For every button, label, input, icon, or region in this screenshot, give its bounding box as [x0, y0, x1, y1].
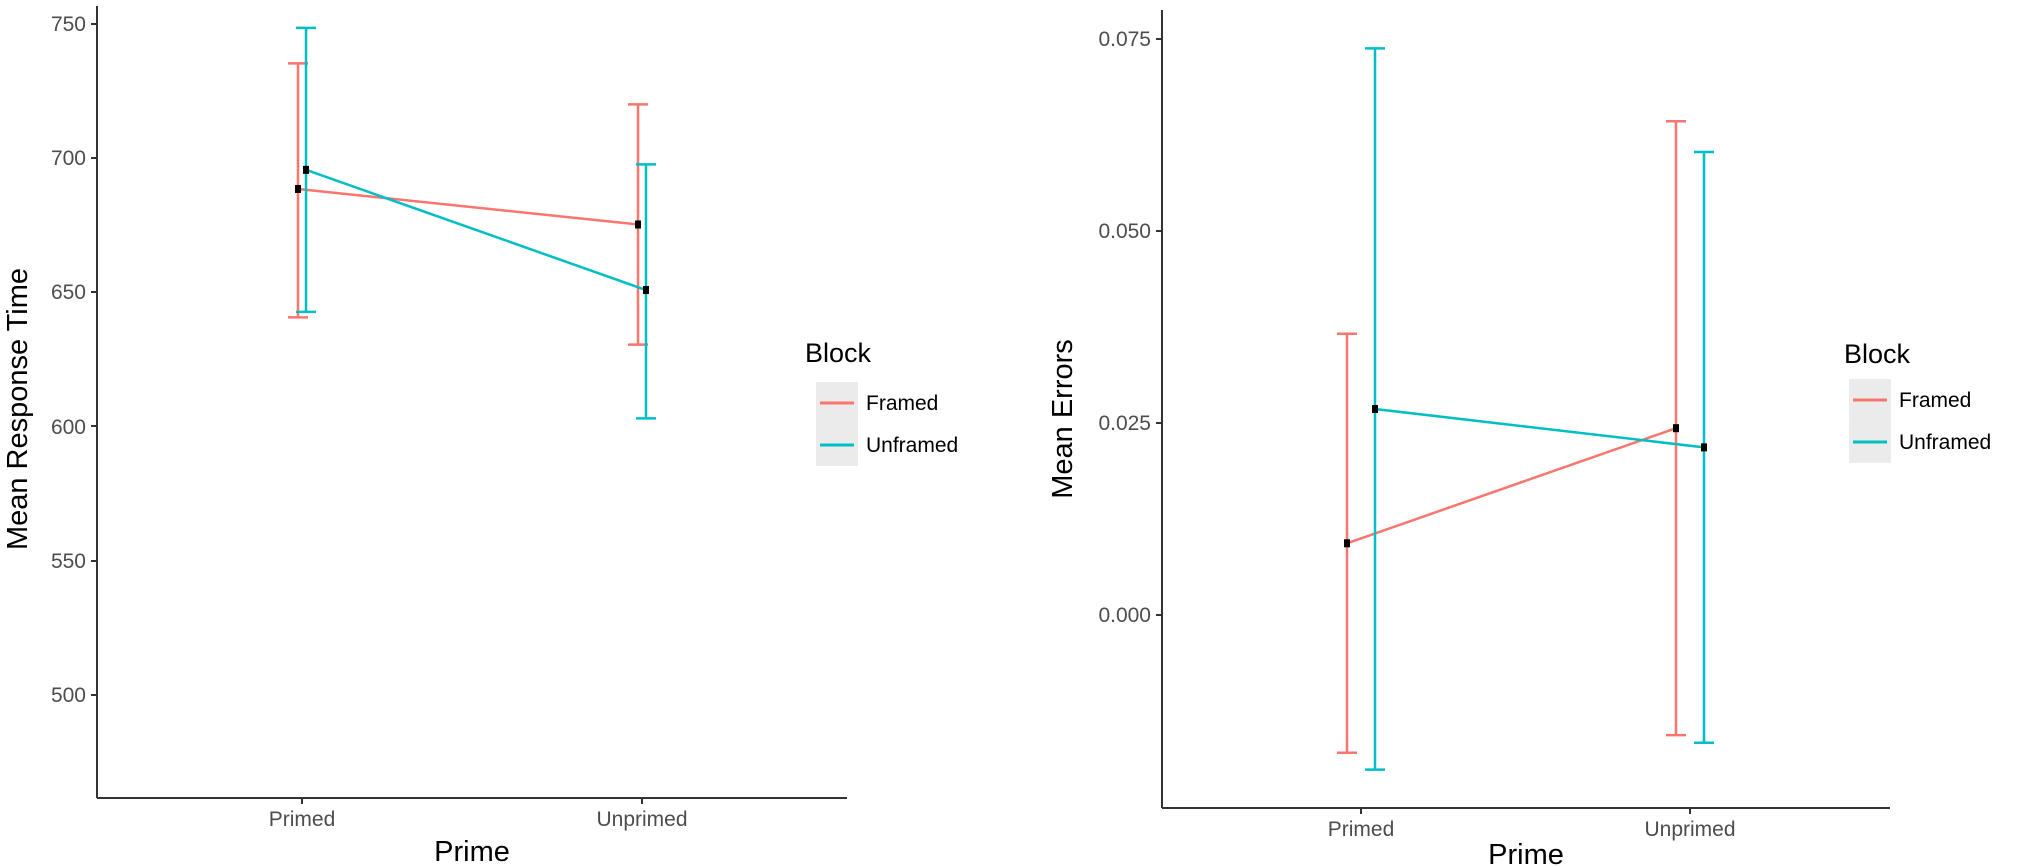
legend-label-framed: Framed — [1899, 389, 1971, 412]
y-tick-label: 600 — [51, 416, 86, 439]
legend-label-unframed: Unframed — [866, 434, 958, 457]
legend-label-framed: Framed — [866, 392, 938, 415]
data-point-unframed — [1701, 443, 1707, 452]
x-tick-label: Unprimed — [596, 808, 687, 831]
panel-response-time: 500 550 600 650 700 750 Primed Unprimed … — [2, 6, 958, 867]
plot-marks — [288, 26, 656, 420]
y-tick-label: 750 — [51, 13, 86, 36]
data-point-unframed — [1372, 405, 1378, 413]
panel-errors: 0.000 0.025 0.050 0.075 Primed Unprimed … — [1047, 10, 1991, 867]
x-ticks: Primed Unprimed — [1328, 808, 1736, 841]
data-point-framed — [295, 184, 301, 193]
data-point-unframed — [643, 286, 649, 295]
plot-marks — [1337, 47, 1714, 771]
y-tick-label: 650 — [51, 281, 86, 304]
y-tick-label: 700 — [51, 147, 86, 170]
legend-title: Block — [1844, 339, 1911, 369]
data-point-unframed — [303, 165, 309, 174]
legend-label-unframed: Unframed — [1899, 431, 1991, 454]
legend-title: Block — [805, 338, 872, 368]
x-tick-label: Primed — [269, 808, 336, 831]
x-tick-label: Primed — [1328, 818, 1395, 841]
y-tick-label: 0.075 — [1098, 28, 1151, 51]
series-line-unframed — [1374, 407, 1705, 449]
series-line-framed — [297, 187, 639, 226]
y-tick-label: 0.025 — [1098, 412, 1151, 435]
series-line-unframed — [305, 168, 647, 292]
y-axis-title: Mean Errors — [1047, 339, 1079, 499]
x-axis-title: Prime — [434, 836, 510, 867]
x-ticks: Primed Unprimed — [269, 798, 688, 831]
data-point-framed — [1344, 539, 1350, 548]
legend: Block Framed Unframed — [805, 338, 958, 466]
y-ticks: 0.000 0.025 0.050 0.075 — [1098, 28, 1162, 627]
y-tick-label: 0.050 — [1098, 220, 1151, 243]
legend: Block Framed Unframed — [1844, 339, 1991, 463]
y-axis-title: Mean Response Time — [2, 268, 34, 550]
y-tick-label: 550 — [51, 550, 86, 573]
x-tick-label: Unprimed — [1644, 818, 1735, 841]
y-tick-label: 500 — [51, 684, 86, 707]
x-axis-title: Prime — [1488, 839, 1564, 867]
data-point-framed — [1673, 424, 1679, 433]
series-line-framed — [1346, 427, 1677, 545]
y-tick-label: 0.000 — [1098, 604, 1151, 627]
y-ticks: 500 550 600 650 700 750 — [51, 13, 97, 707]
data-point-framed — [635, 220, 641, 229]
